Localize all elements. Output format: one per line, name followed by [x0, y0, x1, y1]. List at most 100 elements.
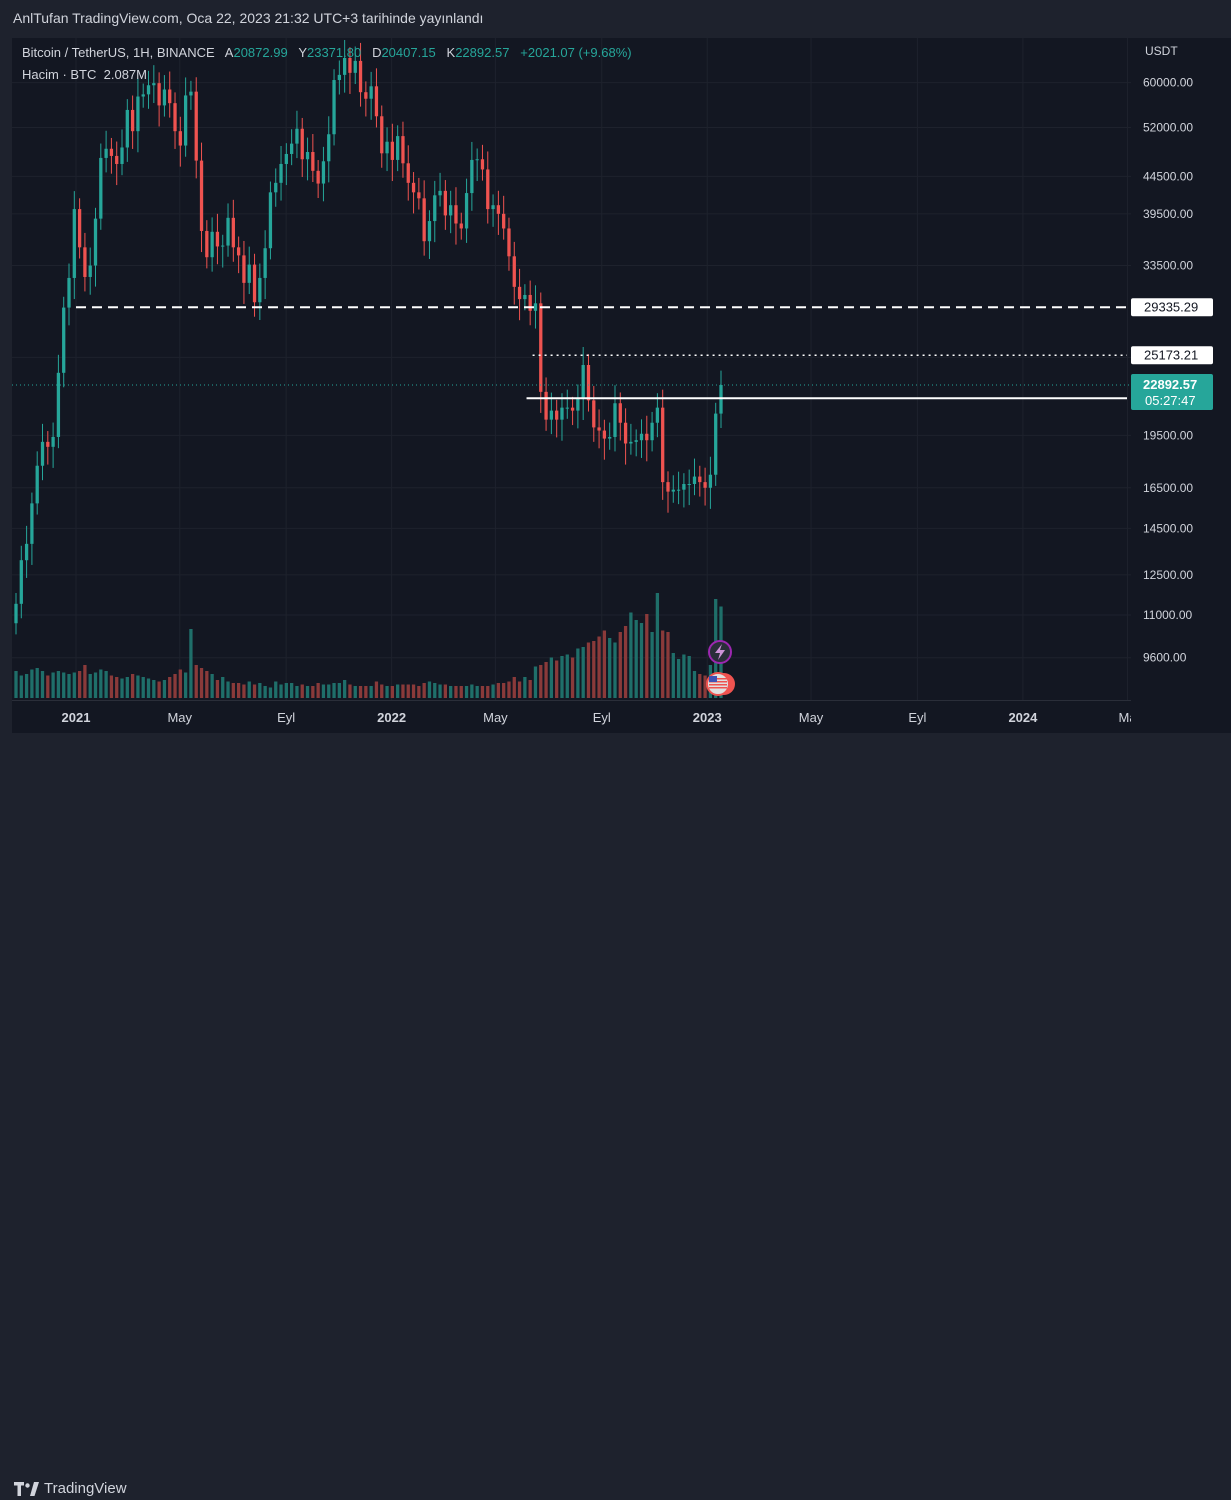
volume-bar: [183, 672, 188, 698]
candle-body: [83, 247, 87, 277]
candle-body: [396, 136, 400, 160]
candle-body: [592, 400, 596, 428]
candle-body: [639, 433, 644, 441]
candle-body: [353, 60, 357, 73]
volume-bar: [305, 686, 310, 698]
volume-bar: [30, 669, 34, 698]
volume-bar: [369, 686, 373, 698]
chart-pane[interactable]: [12, 38, 1131, 700]
candle-body: [152, 83, 156, 86]
volume-bar: [77, 671, 82, 698]
level-label: 29335.29: [1144, 300, 1198, 315]
candle-body: [385, 141, 389, 154]
candle-body: [30, 503, 34, 544]
candle-body: [115, 155, 119, 164]
candle-body: [46, 441, 50, 447]
candle-body: [480, 159, 485, 170]
candle-body: [189, 91, 193, 96]
candle-body: [570, 407, 575, 411]
volume-bar: [671, 653, 675, 698]
volume-bar: [502, 683, 506, 698]
volume-bar: [682, 654, 686, 698]
volume-bar: [295, 686, 299, 698]
legend-close: 22892.57: [455, 45, 510, 60]
price-tick-label: 14500.00: [1143, 521, 1193, 535]
candle-body: [417, 192, 421, 199]
candle-body: [719, 385, 723, 414]
volume-bar: [24, 674, 29, 698]
candle-body: [130, 109, 135, 132]
price-chart[interactable]: [12, 38, 1131, 700]
candle-body: [507, 228, 511, 257]
candle-body: [183, 95, 188, 146]
candle-body: [136, 96, 140, 132]
volume-bar: [618, 632, 622, 698]
tradingview-logo-icon: [14, 1481, 40, 1496]
candle-body: [77, 209, 82, 248]
candle-body: [443, 190, 448, 216]
volume-bar: [46, 675, 50, 698]
volume-bar: [168, 677, 172, 698]
candle-body: [369, 86, 373, 99]
volume-bar: [570, 657, 575, 698]
candle-body: [502, 213, 506, 229]
volume-bar: [189, 629, 193, 698]
volume-bar: [353, 686, 357, 698]
legend-low-label: D: [372, 45, 382, 60]
tradingview-brand[interactable]: TradingView: [14, 1480, 127, 1497]
volume-bar: [666, 632, 670, 698]
volume-bar: [417, 686, 421, 698]
candle-body: [93, 218, 98, 266]
footer: TradingView: [0, 733, 1231, 1497]
candle-body: [268, 192, 273, 249]
time-axis[interactable]: 2021 May Eyl 2022 May Eyl 2023 May Eyl 2024 Ma: [12, 700, 1137, 734]
candle-body: [486, 169, 490, 210]
legend-change: +2021.07 (+9.68%): [520, 45, 632, 60]
volume-bar: [337, 683, 341, 698]
candle-body: [295, 128, 299, 144]
volume-bar: [146, 678, 151, 698]
volume-bar: [655, 593, 660, 698]
volume-bar: [194, 665, 198, 698]
symbol-legend[interactable]: Bitcoin / TetherUS, 1H, BINANCE A20872.9…: [22, 45, 632, 60]
publish-info: AnlTufan TradingView.com, Oca 22, 2023 2…: [13, 10, 484, 26]
price-tick-label: 39500.00: [1143, 207, 1193, 221]
volume-bar: [125, 677, 129, 698]
volume-bar: [72, 672, 76, 698]
volume-bar: [533, 666, 538, 698]
candle-body: [337, 74, 341, 81]
volume-bar: [592, 641, 596, 698]
candle-body: [284, 153, 288, 164]
volume-legend[interactable]: Hacim · BTC 2.087M: [22, 67, 147, 82]
candle-body: [676, 489, 681, 491]
candle-body: [613, 403, 617, 437]
candle-body: [496, 205, 501, 214]
price-axis[interactable]: USDT 60000.00 52000.00 44500.00 39500.00 3350…: [1131, 38, 1231, 738]
candle-body: [279, 163, 283, 183]
volume-bar: [136, 675, 140, 698]
volume-bar: [639, 623, 644, 698]
volume-bar: [205, 671, 209, 698]
candle-body: [263, 248, 267, 278]
volume-bar: [231, 683, 235, 698]
candle-body: [242, 255, 246, 283]
volume-bar: [348, 684, 352, 698]
flag-stripe: [709, 687, 727, 689]
legend-high-label: Y: [298, 45, 307, 60]
volume-bar: [284, 683, 288, 698]
volume-bar: [109, 675, 114, 698]
level-label-box: [1131, 346, 1213, 365]
legend-high: 23371.80: [306, 45, 362, 60]
volume-bar: [162, 680, 167, 698]
volume-bar: [247, 681, 251, 698]
time-tick-label: 2022: [377, 710, 406, 725]
volume-bar: [300, 684, 304, 698]
volume-bar: [14, 671, 18, 698]
candle-body: [650, 422, 654, 441]
volume-bars: [14, 593, 723, 698]
volume-bar: [433, 683, 437, 698]
volume-bar: [480, 686, 485, 698]
volume-bar: [661, 630, 665, 698]
volume-bar: [703, 675, 707, 698]
candle-body: [555, 410, 559, 420]
